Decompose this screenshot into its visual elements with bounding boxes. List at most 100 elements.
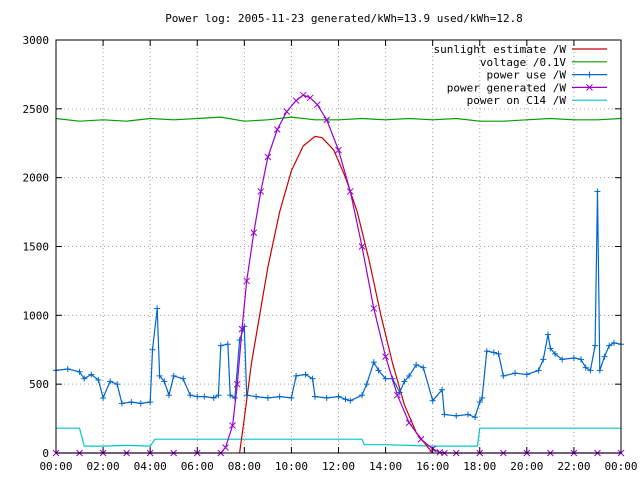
data-point: [559, 356, 566, 363]
data-point: [610, 339, 617, 346]
data-point: [149, 346, 156, 353]
data-point: [439, 386, 446, 393]
data-point: [194, 393, 201, 400]
data-point: [382, 375, 389, 382]
data-point: [577, 356, 584, 363]
x-tick-label: 06:00: [181, 460, 214, 473]
data-point: [346, 188, 354, 195]
x-tick-label: 02:00: [87, 460, 120, 473]
data-point: [264, 394, 271, 401]
y-tick-label: 500: [29, 378, 49, 391]
data-point: [335, 146, 342, 154]
data-point: [201, 393, 208, 400]
data-point: [224, 341, 231, 348]
series-line-1: [55, 116, 622, 122]
data-point: [582, 364, 589, 371]
y-tick-label: 1000: [23, 309, 50, 322]
data-point: [479, 394, 486, 401]
data-point: [128, 399, 135, 406]
data-point: [311, 393, 318, 400]
data-point: [100, 394, 107, 401]
data-point: [370, 359, 377, 366]
series-line-2: [55, 190, 622, 418]
data-point: [523, 371, 530, 378]
data-point: [323, 394, 330, 401]
y-tick-label: 2500: [23, 103, 50, 116]
data-point: [552, 350, 559, 357]
data-point: [229, 422, 236, 429]
data-point: [309, 375, 316, 382]
data-point: [342, 396, 349, 403]
data-point: [257, 188, 265, 195]
data-point: [299, 91, 307, 99]
data-point: [215, 392, 222, 399]
y-tick-label: 1500: [23, 241, 50, 254]
data-point: [264, 153, 272, 161]
data-point: [323, 116, 331, 124]
data-point: [483, 348, 490, 355]
data-point: [233, 380, 241, 388]
x-tick-label: 16:00: [416, 460, 449, 473]
series-layer: [52, 91, 625, 457]
data-point: [306, 94, 314, 102]
data-point: [512, 370, 519, 377]
data-point: [594, 188, 601, 195]
x-tick-label: 10:00: [275, 460, 308, 473]
data-point: [114, 381, 121, 388]
x-tick-label: 18:00: [463, 460, 496, 473]
data-point: [601, 353, 608, 360]
data-point: [283, 108, 291, 115]
data-point: [547, 345, 554, 352]
data-point: [587, 367, 594, 374]
axes: 0 500 1000 1500 2000 2500 3000 00:00 02:00 04:00 0…: [23, 34, 638, 473]
data-point: [288, 394, 295, 401]
data-point: [217, 342, 224, 349]
y-tick-label: 0: [42, 447, 49, 460]
data-point: [335, 393, 342, 400]
data-point: [187, 392, 194, 399]
legend-label: power use /W: [487, 69, 567, 82]
data-point: [118, 400, 125, 407]
y-tick-label: 2000: [23, 172, 50, 185]
x-tick-label: 14:00: [369, 460, 402, 473]
data-point: [358, 243, 366, 250]
data-point: [161, 378, 168, 385]
data-point: [535, 367, 542, 374]
series-line-4: [56, 427, 621, 447]
data-point: [137, 400, 144, 407]
legend-label: sunlight estimate /W: [434, 43, 567, 56]
data-point: [472, 414, 479, 421]
y-tick-label: 3000: [23, 34, 50, 47]
data-point: [81, 375, 88, 382]
series-markers-3: [52, 91, 625, 457]
data-point: [313, 101, 321, 109]
chart-title: Power log: 2005-11-23 generated/kWh=13.9…: [165, 12, 523, 25]
data-point: [76, 368, 83, 375]
data-point: [420, 364, 427, 371]
data-point: [238, 325, 246, 333]
data-point: [180, 375, 187, 382]
data-point: [596, 367, 603, 374]
data-point: [545, 331, 552, 338]
data-point: [302, 371, 309, 378]
legend-marker: [586, 84, 593, 91]
x-tick-label: 00:00: [604, 460, 637, 473]
data-point: [147, 399, 154, 406]
x-tick-label: 04:00: [134, 460, 167, 473]
grid: [56, 40, 621, 453]
legend-label: voltage /0.1V: [480, 56, 566, 69]
x-tick-label: 12:00: [322, 460, 355, 473]
data-point: [441, 411, 448, 418]
data-point: [95, 377, 102, 384]
data-point: [453, 412, 460, 419]
data-point: [292, 97, 300, 104]
data-point: [464, 411, 471, 418]
data-point: [170, 372, 177, 379]
x-tick-label: 08:00: [228, 460, 261, 473]
data-point: [107, 378, 114, 385]
data-point: [293, 372, 300, 379]
data-point: [394, 391, 401, 399]
legend-label: power on C14 /W: [467, 94, 567, 107]
